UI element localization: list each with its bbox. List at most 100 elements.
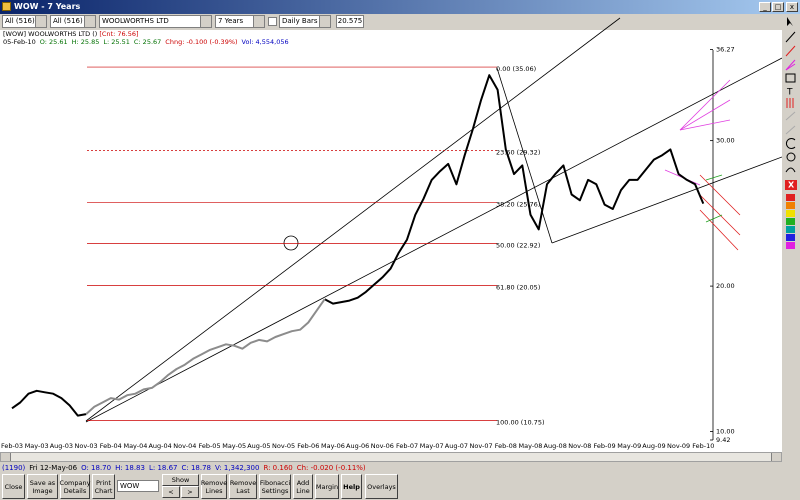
status-field: H: 18.83 bbox=[115, 464, 145, 472]
trend-line bbox=[551, 156, 782, 244]
color-swatch[interactable] bbox=[786, 226, 795, 233]
print-button[interactable]: Print Chart bbox=[92, 474, 115, 499]
y-tick-label: 30.00 bbox=[716, 137, 735, 145]
marker-circle bbox=[283, 235, 299, 251]
x-tick-label: Feb-09 bbox=[593, 442, 615, 450]
status-field: Ch: -0.020 (-0.11%) bbox=[296, 464, 366, 472]
y-tick-label: 36.27 bbox=[716, 45, 735, 53]
prev-button[interactable]: < bbox=[162, 486, 180, 498]
text-tool[interactable]: T bbox=[786, 88, 793, 98]
x-tick-label: Nov-09 bbox=[667, 442, 690, 450]
details-button[interactable]: Company Details bbox=[60, 474, 90, 499]
price-box[interactable]: 20.575 bbox=[336, 15, 364, 28]
quote-field: H: 25.85 bbox=[72, 38, 100, 46]
checkbox[interactable] bbox=[268, 17, 277, 26]
x-tick-label: Feb-06 bbox=[297, 442, 319, 450]
circle-tool[interactable] bbox=[786, 152, 796, 162]
x-tick-label: Feb-05 bbox=[198, 442, 220, 450]
status-field: L: 18.67 bbox=[148, 464, 178, 472]
color-swatch[interactable] bbox=[786, 210, 795, 217]
trend-line bbox=[85, 57, 782, 423]
x-tick-label: Aug-05 bbox=[247, 442, 270, 450]
remove-last-button[interactable]: Remove Last bbox=[229, 474, 257, 499]
list-select[interactable]: All (516) bbox=[2, 15, 47, 28]
arc-tool[interactable] bbox=[786, 138, 796, 149]
period-select[interactable]: 7 Years bbox=[215, 15, 265, 28]
quote-field: L: 25.51 bbox=[103, 38, 130, 46]
x-tick-label: May-05 bbox=[222, 442, 246, 450]
x-tick-label: Nov-06 bbox=[371, 442, 394, 450]
fib-label: 100.00 (10.75) bbox=[496, 419, 545, 427]
quote-field: O: 25.61 bbox=[40, 38, 68, 46]
quote-field: Chng: -0.100 (-0.39%) bbox=[165, 38, 237, 46]
scrollbar[interactable] bbox=[0, 452, 782, 462]
color-swatch[interactable] bbox=[786, 194, 795, 201]
price-line bbox=[85, 298, 326, 415]
x-tick-label: Feb-04 bbox=[100, 442, 122, 450]
status-field: O: 18.70 bbox=[81, 464, 112, 472]
fan-lines bbox=[664, 79, 731, 186]
y-tick-label: 9.42 bbox=[716, 436, 730, 444]
pointer-tool[interactable] bbox=[787, 17, 793, 26]
trend-line bbox=[496, 67, 553, 244]
overlays-button[interactable]: Overlays bbox=[365, 474, 398, 499]
list-select[interactable]: All (516) bbox=[50, 15, 96, 28]
company-select[interactable]: WOOLWORTHS LTD bbox=[99, 15, 212, 28]
x-tick-label: Nov-08 bbox=[568, 442, 591, 450]
rect-tool[interactable] bbox=[785, 73, 796, 83]
fib-tool[interactable] bbox=[786, 98, 794, 108]
color-swatch[interactable] bbox=[786, 218, 795, 225]
x-tick-label: Feb-10 bbox=[692, 442, 714, 450]
next-button[interactable]: > bbox=[181, 486, 199, 498]
delete-tool[interactable] bbox=[785, 180, 797, 190]
quote-field: 05-Feb-10 bbox=[3, 38, 36, 46]
gray-line-tool[interactable] bbox=[785, 111, 796, 121]
tool-icons: T X bbox=[785, 17, 797, 249]
gray-line-tool[interactable] bbox=[785, 125, 796, 135]
quote-line: 05-Feb-10 O: 25.61 H: 25.85 L: 25.51 C: 25.6… bbox=[3, 38, 289, 46]
maximize-button[interactable]: □ bbox=[772, 2, 784, 12]
add-line-button[interactable]: Add Line bbox=[293, 474, 313, 499]
curve-tool[interactable] bbox=[785, 167, 796, 173]
x-tick-label: Nov-04 bbox=[173, 442, 196, 450]
remove-lines-button[interactable]: Remove Lines bbox=[201, 474, 227, 499]
bar-index: (1190) bbox=[2, 464, 26, 472]
x-tick-label: May-09 bbox=[617, 442, 641, 450]
save-button[interactable]: Save as Image bbox=[27, 474, 58, 499]
x-tick-label: Nov-03 bbox=[74, 442, 97, 450]
y-tick-label: 10.00 bbox=[716, 428, 735, 436]
scroll-right[interactable] bbox=[771, 453, 781, 461]
margin-button[interactable]: Margin bbox=[315, 474, 339, 499]
scroll-left[interactable] bbox=[1, 453, 11, 461]
projection-lines bbox=[699, 174, 741, 251]
red-line-tool[interactable] bbox=[785, 45, 796, 57]
color-swatch[interactable] bbox=[786, 242, 795, 249]
line-tool[interactable] bbox=[785, 31, 796, 43]
minimize-button[interactable]: _ bbox=[759, 2, 771, 12]
status-bar: (1190) Fri 12-May-06 O: 18.70 H: 18.83 L: 18… bbox=[2, 463, 782, 473]
close-window-button[interactable]: x bbox=[786, 2, 798, 12]
close-button[interactable]: Close bbox=[2, 474, 25, 499]
fib-label: 0.00 (35.06) bbox=[496, 65, 536, 73]
x-tick-label: Aug-04 bbox=[148, 442, 171, 450]
quote-field: Vol: 4,554,056 bbox=[242, 38, 289, 46]
color-swatch[interactable] bbox=[786, 234, 795, 241]
x-tick-label: May-06 bbox=[321, 442, 345, 450]
projection-lines bbox=[705, 174, 723, 223]
trend-line bbox=[85, 17, 621, 422]
x-tick-label: Feb-07 bbox=[396, 442, 418, 450]
color-swatch[interactable] bbox=[786, 202, 795, 209]
bars-select[interactable]: Daily Bars bbox=[279, 15, 331, 28]
show-button[interactable]: Show bbox=[162, 474, 199, 486]
x-tick-label: May-08 bbox=[519, 442, 543, 450]
chart-background bbox=[0, 30, 782, 452]
code-input[interactable]: WOW bbox=[117, 480, 159, 492]
x-tick-label: Aug-07 bbox=[445, 442, 468, 450]
window-title: WOW - 7 Years bbox=[14, 2, 81, 11]
fan-tool[interactable] bbox=[785, 59, 796, 71]
x-tick-label: Aug-03 bbox=[50, 442, 73, 450]
status-field: C: 18.78 bbox=[181, 464, 212, 472]
app-icon bbox=[2, 2, 11, 11]
fib-settings-button[interactable]: Fibonacci Settings bbox=[259, 474, 291, 499]
help-button[interactable]: Help bbox=[341, 474, 362, 499]
